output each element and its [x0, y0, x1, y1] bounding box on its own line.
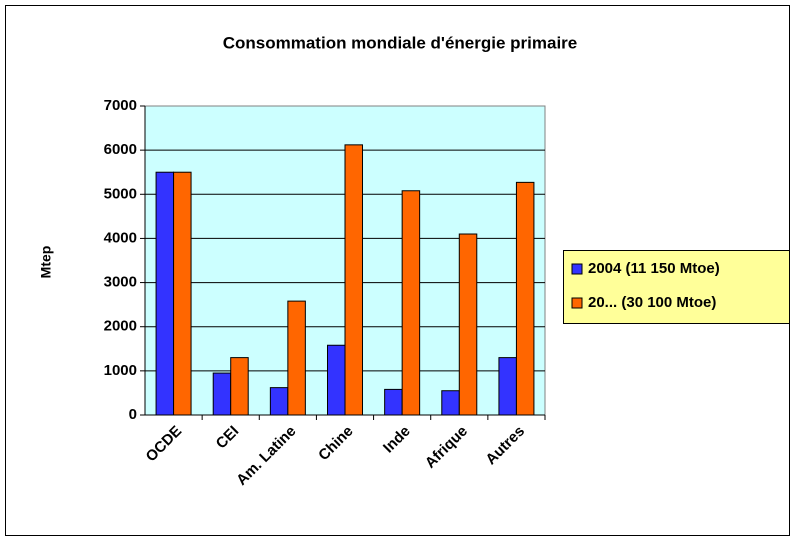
bar	[327, 344, 346, 416]
y-tick-label: 6000	[104, 141, 137, 158]
legend-swatch	[571, 297, 583, 309]
bar	[230, 357, 249, 416]
y-tick-label: 3000	[104, 274, 137, 291]
bar	[287, 300, 306, 416]
chart-title: Consommation mondiale d'énergie primaire	[223, 33, 578, 52]
y-tick-label: 7000	[104, 97, 137, 114]
bar	[498, 357, 517, 416]
legend-label: 20... (30 100 Mtoe)	[588, 294, 716, 311]
bar	[441, 390, 460, 416]
y-tick-label: 0	[129, 406, 137, 423]
legend	[563, 250, 790, 324]
legend-label: 2004 (11 150 Mtoe)	[588, 260, 720, 277]
y-tick-label: 1000	[104, 362, 137, 379]
bar	[212, 372, 232, 416]
bar	[155, 171, 175, 416]
y-tick-label: 4000	[104, 229, 137, 246]
y-tick-label: 2000	[104, 318, 137, 335]
bar	[384, 388, 403, 416]
bar	[344, 144, 363, 416]
legend-swatch	[571, 263, 583, 275]
y-tick-label: 5000	[104, 185, 137, 202]
bar	[515, 181, 535, 416]
bar	[269, 387, 289, 416]
y-axis-label: Mtep	[38, 246, 54, 279]
bar	[458, 233, 478, 416]
bar	[401, 190, 421, 416]
bar	[173, 171, 192, 416]
